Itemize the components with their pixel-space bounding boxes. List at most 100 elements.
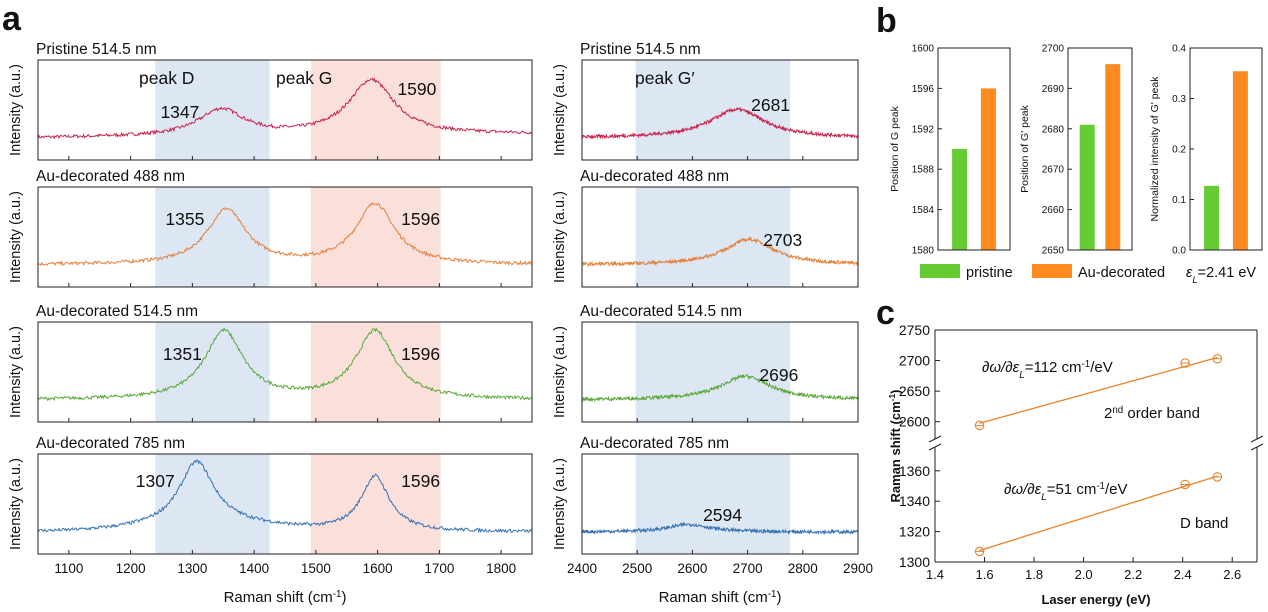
bar-chart-1: 1580 1584 1588 1592 1596 1600 Position of G pe… (889, 44, 1011, 257)
peak-value-label: 2696 (759, 365, 798, 385)
y-axis-label: Raman shift (cm-1) (887, 390, 903, 503)
fit-line (979, 356, 1218, 424)
peak-value-label: 1307 (136, 471, 175, 491)
x-tick-label: 1.4 (926, 567, 944, 582)
shaded-region (310, 454, 441, 554)
y-tick-label: 1340 (899, 493, 930, 509)
legend-laser-energy: εL=2.41 eV (1186, 265, 1256, 285)
shaded-region (155, 322, 270, 422)
y-tick-label: 2600 (899, 414, 930, 430)
x-tick-label: 1.6 (975, 567, 993, 582)
y-tick-label: 1580 (912, 246, 935, 257)
y-tick-label: 2680 (1042, 124, 1065, 135)
y-axis-label: Normalized intensity of G' peak (1149, 76, 1161, 222)
legend: pristine Au-decorated εL=2.41 eV (920, 264, 1256, 285)
x-tick-label: 2400 (567, 561, 597, 576)
x-tick-label: 2600 (677, 561, 707, 576)
y-axis-label: Intensity (a.u.) (8, 326, 24, 418)
slope-annotation-d: ∂ω/∂εL=51 cm-1/eV (1004, 481, 1128, 503)
bar-au-decorated (980, 88, 996, 251)
y-axis-label: Intensity (a.u.) (552, 191, 568, 283)
shaded-region (155, 187, 270, 287)
shaded-region (635, 322, 791, 422)
plot-frame (1067, 47, 1133, 251)
x-tick-label: 2.0 (1075, 567, 1093, 582)
y-tick-label: 2650 (1042, 246, 1065, 257)
shaded-region (310, 187, 441, 287)
x-axis-label: Raman shift (cm-1) (224, 589, 347, 607)
bar-pristine (1204, 185, 1220, 250)
spectrum-line (37, 327, 533, 402)
y-axis-label: Intensity (a.u.) (552, 458, 568, 550)
shaded-region (310, 60, 441, 160)
spectrum-line (37, 201, 533, 267)
y-tick-label: 1600 (912, 44, 935, 55)
legend-label-au: Au-decorated (1078, 265, 1165, 281)
shaded-region (635, 60, 791, 160)
y-axis-label: Intensity (a.u.) (8, 191, 24, 283)
plot-frame (37, 453, 533, 555)
band-label-d: D band (1180, 515, 1228, 532)
spectrum-title: Au-decorated 488 nm (36, 168, 185, 185)
y-tick-label: 2750 (899, 322, 930, 338)
axis-break-mark (928, 443, 942, 451)
x-tick-label: 2.6 (1223, 567, 1241, 582)
x-axis-label: Raman shift (cm-1) (659, 589, 782, 607)
plot-frame (37, 59, 533, 161)
spectrum-panel-left-2: Au-decorated 488 nm Intensity (a.u.) 1355 1… (8, 168, 533, 288)
y-tick-label: 1596 (912, 84, 935, 95)
x-tick-label: 2900 (843, 561, 873, 576)
plot-frame (1189, 47, 1263, 251)
x-tick-label: 2500 (622, 561, 652, 576)
y-tick-label: 0.1 (1172, 195, 1186, 206)
legend-label-pristine: pristine (966, 265, 1013, 281)
x-tick-label: 2700 (733, 561, 763, 576)
peak-value-label: 1590 (397, 79, 436, 99)
peak-d-label: peak D (139, 68, 194, 88)
panel-label-c: c (876, 294, 895, 332)
panel-label-b: b (876, 2, 897, 40)
spectrum-title: Au-decorated 488 nm (580, 168, 729, 185)
x-tick-label: 2800 (788, 561, 818, 576)
spectrum-panel-right-4: Au-decorated 785 nm Intensity (a.u.) 2594 2… (552, 435, 873, 606)
plot-frame (581, 453, 859, 555)
spectrum-line (37, 77, 533, 140)
x-tick-label: 1800 (486, 561, 516, 576)
bar-au-decorated (1105, 64, 1121, 250)
spectrum-panel-left-3: Au-decorated 514.5 nm Intensity (a.u.) 135… (8, 303, 533, 423)
scatter-chart: 2600 2650 2700 2750 1300 1320 1340 1360 1.4 1.6 1.… (887, 322, 1264, 607)
y-tick-label: 0.0 (1172, 246, 1186, 257)
panel-label-a: a (2, 0, 22, 38)
x-tick-label: 1700 (424, 561, 454, 576)
bar-pristine (952, 149, 968, 250)
spectrum-line (581, 373, 859, 403)
spectrum-title: Au-decorated 514.5 nm (36, 303, 198, 320)
peak-gprime-label: peak G′ (635, 68, 695, 88)
y-axis-label: Intensity (a.u.) (8, 64, 24, 156)
plot-frame (37, 186, 533, 288)
x-tick-label: 1600 (363, 561, 393, 576)
spectrum-line (581, 236, 859, 268)
shaded-region (635, 187, 791, 287)
y-tick-label: 1360 (899, 463, 930, 479)
spectrum-panel-left-1: Pristine 514.5 nm Intensity (a.u.) 1347 159… (8, 41, 533, 161)
x-tick-label: 1.8 (1025, 567, 1043, 582)
legend-swatch-pristine (920, 264, 960, 278)
spectrum-title: Pristine 514.5 nm (36, 41, 157, 58)
y-tick-label: 1592 (912, 124, 935, 135)
shaded-region (310, 322, 441, 422)
x-tick-label: 1200 (116, 561, 146, 576)
band-label-2nd-order: 2nd order band (1104, 405, 1200, 423)
y-tick-label: 0.2 (1172, 145, 1186, 156)
y-tick-label: 2650 (899, 383, 930, 399)
x-axis-label: Laser energy (eV) (1041, 592, 1150, 607)
peak-value-label: 1596 (401, 344, 440, 364)
x-tick-label: 1500 (301, 561, 331, 576)
bar-chart-3: 0.0 0.1 0.2 0.3 0.4 Normalized intensity of G… (1149, 44, 1263, 257)
spectrum-title: Au-decorated 785 nm (36, 435, 185, 452)
axis-break-mark (1250, 443, 1264, 451)
shaded-region (155, 454, 270, 554)
spectrum-title: Pristine 514.5 nm (580, 41, 701, 58)
y-tick-label: 2700 (1042, 44, 1065, 55)
peak-value-label: 2703 (763, 230, 802, 250)
